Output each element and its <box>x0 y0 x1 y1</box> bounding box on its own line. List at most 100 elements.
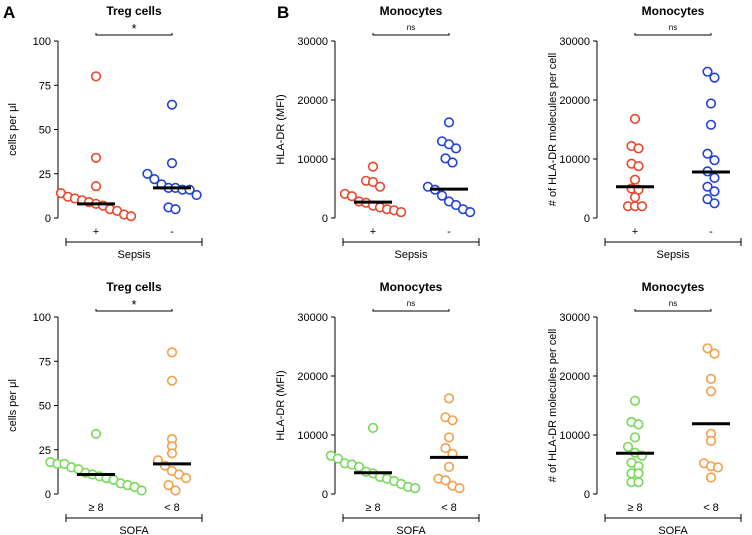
data-point <box>450 143 462 154</box>
data-point <box>702 343 713 354</box>
data-point <box>709 155 720 166</box>
y-tick-label: 20000 <box>559 95 590 107</box>
y-tick-label: 30000 <box>559 36 590 48</box>
data-point <box>163 480 174 491</box>
category-label: + <box>93 226 99 238</box>
data-point <box>705 435 717 447</box>
group-label: Sepsis <box>117 249 151 261</box>
data-point <box>709 72 720 83</box>
data-point <box>633 143 644 154</box>
y-tick-label: 30000 <box>297 312 328 324</box>
chart-title: Treg cells <box>106 280 162 294</box>
panel-label-a: A <box>3 3 15 22</box>
significance-label: * <box>131 21 136 36</box>
significance-label: * <box>131 297 136 312</box>
significance-label: ns <box>407 23 415 32</box>
data-point <box>633 419 644 430</box>
data-point <box>705 386 717 397</box>
data-point <box>629 432 641 443</box>
data-point <box>90 428 102 439</box>
data-point <box>367 161 379 172</box>
chart-monocytes-hladr-sepsis: Monocytes 0 10000 20000 30000 HLA-DR (MFI) ns +… <box>275 4 480 261</box>
data-point <box>166 347 178 358</box>
category-label: ≥ 8 <box>627 502 642 514</box>
group-bracket <box>604 514 742 522</box>
significance-bracket <box>372 33 450 36</box>
data-point <box>702 148 713 159</box>
group-label: SOFA <box>119 525 149 535</box>
data-point <box>126 211 137 222</box>
data-point <box>705 98 717 109</box>
data-point <box>447 157 458 168</box>
group-label: SOFA <box>658 525 688 535</box>
chart-title: Monocytes <box>642 4 705 18</box>
data-point <box>705 472 717 483</box>
data-point <box>332 453 344 464</box>
data-point <box>374 181 386 192</box>
chart-title: Monocytes <box>380 280 443 294</box>
significance-label: ns <box>669 299 677 308</box>
y-tick-label: 100 <box>33 312 51 324</box>
group-bracket <box>342 238 480 246</box>
y-tick-label: 20000 <box>559 371 590 383</box>
y-axis-label: # of HLA-DR molecules per cell <box>547 53 559 206</box>
y-tick-label: 0 <box>584 489 590 501</box>
data-point <box>712 462 724 473</box>
group-label: Sepsis <box>394 249 428 261</box>
data-point <box>166 375 178 386</box>
significance-bracket <box>95 33 173 36</box>
y-tick-label: 75 <box>39 356 51 368</box>
category-label: + <box>370 226 376 238</box>
data-point <box>705 373 717 385</box>
data-point <box>465 207 476 218</box>
data-point <box>629 174 641 185</box>
data-point <box>629 395 641 406</box>
category-label: - <box>709 226 713 238</box>
data-point <box>709 198 720 209</box>
y-axis-label: HLA-DR (MFI) <box>275 370 287 440</box>
data-point <box>90 181 102 192</box>
chart-monocytes-hladr-sofa: Monocytes 0 10000 20000 30000 HLA-DR (MFI) ns ≥… <box>275 280 480 535</box>
panel-label-b: B <box>277 3 289 22</box>
data-point <box>170 204 181 215</box>
category-label: - <box>447 226 451 238</box>
y-tick-label: 30000 <box>559 312 590 324</box>
category-label: < 8 <box>164 502 180 514</box>
chart-treg-sofa: Treg cells 0 25 50 75 100 cells per μl * ≥ 8 < 8 S… <box>7 280 203 535</box>
y-tick-label: 75 <box>39 80 51 92</box>
y-tick-label: 50 <box>39 401 51 413</box>
data-point <box>180 473 192 484</box>
category-label: ≥ 8 <box>365 502 380 514</box>
data-point <box>353 461 365 473</box>
y-tick-label: 20000 <box>297 371 328 383</box>
data-point <box>709 348 720 359</box>
y-tick-label: 0 <box>584 213 590 225</box>
y-tick-label: 0 <box>322 489 328 501</box>
significance-bracket <box>95 309 173 312</box>
y-tick-label: 50 <box>39 125 51 137</box>
y-tick-label: 10000 <box>297 430 328 442</box>
data-point <box>443 393 455 404</box>
group-bracket <box>65 238 203 246</box>
data-point <box>170 485 181 496</box>
y-tick-label: 10000 <box>559 430 590 442</box>
group-bracket <box>604 238 742 246</box>
data-point <box>702 66 713 77</box>
y-tick-label: 0 <box>322 213 328 225</box>
data-point <box>191 189 202 201</box>
y-tick-label: 10000 <box>559 154 590 166</box>
category-label: < 8 <box>703 502 719 514</box>
category-label: + <box>632 226 638 238</box>
data-point <box>166 448 178 459</box>
y-tick-label: 100 <box>33 36 51 48</box>
chart-treg-sepsis: Treg cells 0 25 50 75 100 cells per μl * + - Sepsi… <box>7 4 203 261</box>
significance-label: ns <box>407 299 415 308</box>
y-tick-label: 0 <box>45 489 51 501</box>
data-point <box>633 477 644 488</box>
y-tick-label: 0 <box>45 213 51 225</box>
y-tick-label: 25 <box>39 445 51 457</box>
group-label: SOFA <box>396 525 426 535</box>
data-point <box>436 190 448 201</box>
data-point <box>447 415 458 426</box>
